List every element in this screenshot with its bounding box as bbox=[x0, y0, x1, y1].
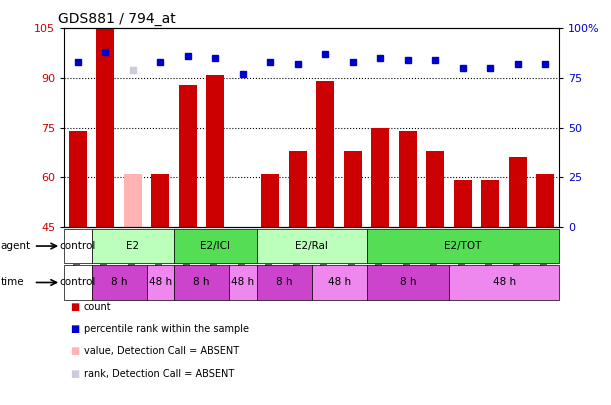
Bar bbox=[69, 131, 87, 227]
Text: rank, Detection Call = ABSENT: rank, Detection Call = ABSENT bbox=[84, 369, 234, 379]
Bar bbox=[481, 181, 499, 227]
Bar bbox=[399, 131, 417, 227]
Text: value, Detection Call = ABSENT: value, Detection Call = ABSENT bbox=[84, 346, 239, 356]
Bar bbox=[97, 28, 114, 227]
Bar bbox=[454, 181, 472, 227]
Bar bbox=[509, 158, 527, 227]
Text: 48 h: 48 h bbox=[492, 277, 516, 288]
Text: count: count bbox=[84, 302, 111, 312]
Text: E2/TOT: E2/TOT bbox=[444, 241, 481, 251]
Text: 8 h: 8 h bbox=[111, 277, 128, 288]
Bar bbox=[179, 85, 197, 227]
Bar bbox=[152, 174, 169, 227]
Text: control: control bbox=[60, 241, 96, 251]
Text: 48 h: 48 h bbox=[232, 277, 254, 288]
Bar bbox=[289, 151, 307, 227]
Text: ■: ■ bbox=[70, 324, 79, 334]
Text: ■: ■ bbox=[70, 346, 79, 356]
Text: control: control bbox=[60, 277, 96, 288]
Text: E2/ICI: E2/ICI bbox=[200, 241, 230, 251]
Text: E2: E2 bbox=[126, 241, 139, 251]
Text: percentile rank within the sample: percentile rank within the sample bbox=[84, 324, 249, 334]
Text: 8 h: 8 h bbox=[400, 277, 416, 288]
Bar bbox=[124, 174, 142, 227]
Text: ■: ■ bbox=[70, 302, 79, 312]
Text: 48 h: 48 h bbox=[149, 277, 172, 288]
Text: 8 h: 8 h bbox=[276, 277, 293, 288]
Text: 8 h: 8 h bbox=[193, 277, 210, 288]
Text: E2/Ral: E2/Ral bbox=[295, 241, 328, 251]
Text: ■: ■ bbox=[70, 369, 79, 379]
Bar bbox=[426, 151, 444, 227]
Bar bbox=[262, 174, 279, 227]
Bar bbox=[536, 174, 554, 227]
Bar bbox=[207, 75, 224, 227]
Text: GDS881 / 794_at: GDS881 / 794_at bbox=[58, 12, 176, 26]
Text: time: time bbox=[1, 277, 24, 288]
Text: agent: agent bbox=[1, 241, 31, 251]
Bar bbox=[371, 128, 389, 227]
Bar bbox=[344, 151, 362, 227]
Bar bbox=[316, 81, 334, 227]
Text: 48 h: 48 h bbox=[327, 277, 351, 288]
